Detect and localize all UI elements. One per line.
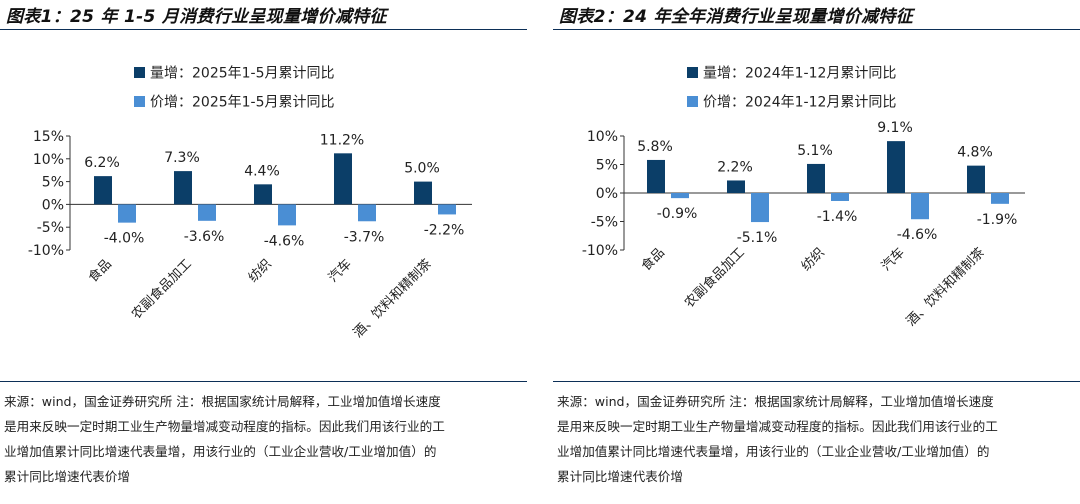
category-label: 汽车 (878, 245, 908, 275)
legend-label: 价增：2025年1-5月累计同比 (150, 95, 335, 111)
data-label: 4.4% (244, 163, 280, 179)
data-label: 4.8% (957, 145, 993, 161)
data-label: 5.1% (797, 143, 833, 159)
bar-price (831, 193, 849, 201)
data-label: -0.9% (657, 206, 698, 222)
source-line: 是用来反映一定时期工业生产物量增减变动程度的指标。因此我们用该行业的工 (4, 419, 445, 434)
bar-qty (414, 181, 432, 205)
category-label: 食品 (85, 256, 115, 286)
bar-price (198, 204, 216, 221)
bar-qty (254, 184, 272, 205)
category-label: 纺织 (246, 257, 275, 286)
chart-title: 图表2：24 年全年消费行业呈现量增价减特征 (559, 7, 914, 27)
y-tick-label: -10% (582, 243, 618, 259)
data-label: 9.1% (877, 120, 913, 136)
legend-swatch (687, 67, 698, 78)
bar-qty (174, 171, 192, 205)
chart-title: 图表1：25 年 1-5 月消费行业呈现量增价减特征 (6, 7, 387, 27)
bar-price (118, 204, 136, 223)
category-label: 食品 (638, 245, 668, 275)
source-line: 来源：wind，国金证券研究所 注：根据国家统计局解释，工业增加值增长速度 (4, 394, 441, 409)
legend-label: 价增：2024年1-12月累计同比 (703, 95, 896, 111)
source-line: 是用来反映一定时期工业生产物量增减变动程度的指标。因此我们用该行业的工 (557, 419, 998, 434)
bar-price (751, 193, 769, 223)
title-divider (553, 29, 1080, 30)
legend-swatch (134, 96, 145, 107)
data-label: -4.6% (897, 227, 938, 243)
legend-label: 量增：2024年1-12月累计同比 (703, 66, 896, 82)
source-line: 来源：wind，国金证券研究所 注：根据国家统计局解释，工业增加值增长速度 (557, 394, 994, 409)
data-label: -3.6% (184, 229, 225, 245)
y-tick-label: 10% (33, 152, 64, 168)
category-label: 酒、饮料和精制茶 (350, 256, 435, 341)
data-label: 5.8% (637, 139, 673, 155)
category-label: 汽车 (325, 256, 355, 286)
data-label: -2.2% (424, 222, 465, 238)
data-label: -4.6% (264, 233, 305, 249)
category-label: 纺织 (799, 245, 828, 274)
bar-price (911, 193, 929, 220)
data-label: -1.9% (977, 212, 1018, 228)
bar-qty (647, 159, 665, 193)
chart-panel-1: 图表1：25 年 1-5 月消费行业呈现量增价减特征 量增：2025年1-5月累… (0, 0, 527, 504)
bar-price (358, 204, 376, 222)
chart-panel-2: 图表2：24 年全年消费行业呈现量增价减特征 量增：2024年1-12月累计同比… (553, 0, 1080, 504)
y-tick-label: 15% (33, 129, 64, 145)
legend-swatch (134, 67, 145, 78)
source-line: 业增加值累计同比增速代表量增，用该行业的（工业企业营收/工业增加值）的 (4, 444, 437, 459)
source-note: 来源：wind，国金证券研究所 注：根据国家统计局解释，工业增加值增长速度 是用… (557, 389, 1077, 489)
y-tick-label: -5% (591, 215, 618, 231)
source-line: 累计同比增速代表价增 (557, 469, 683, 484)
data-label: -5.1% (737, 230, 778, 246)
bar-qty (807, 163, 825, 193)
y-tick-label: 5% (596, 158, 618, 174)
bar-price (671, 193, 689, 199)
bar-qty (334, 153, 352, 205)
bar-price (278, 204, 296, 226)
y-tick-label: 5% (42, 175, 64, 191)
source-line: 业增加值累计同比增速代表量增，用该行业的（工业企业营收/工业增加值）的 (557, 444, 990, 459)
data-label: 11.2% (320, 132, 364, 148)
data-label: 2.2% (717, 159, 753, 175)
legend-label: 量增：2025年1-5月累计同比 (150, 66, 335, 82)
y-tick-label: 0% (596, 186, 618, 202)
source-note: 来源：wind，国金证券研究所 注：根据国家统计局解释，工业增加值增长速度 是用… (4, 389, 524, 489)
data-label: -4.0% (104, 231, 145, 247)
y-tick-label: -10% (28, 243, 64, 259)
y-tick-label: 10% (587, 129, 618, 145)
bar-price (438, 204, 456, 215)
category-label: 农副食品加工 (128, 256, 194, 322)
data-label: 5.0% (404, 161, 440, 177)
data-label: 6.2% (84, 155, 120, 171)
bar-price (991, 193, 1009, 204)
category-label: 农副食品加工 (681, 245, 747, 311)
legend-swatch (687, 96, 698, 107)
data-label: 7.3% (164, 150, 200, 166)
source-line: 累计同比增速代表价增 (4, 469, 130, 484)
data-label: -3.7% (344, 229, 385, 245)
bar-qty (967, 165, 985, 193)
source-divider (553, 381, 1080, 382)
data-label: -1.4% (817, 209, 858, 225)
category-label: 酒、饮料和精制茶 (903, 245, 988, 330)
bar-qty (887, 141, 905, 193)
bar-qty (727, 180, 745, 193)
title-divider (0, 29, 527, 30)
y-tick-label: 0% (42, 197, 64, 213)
bar-qty (94, 176, 112, 205)
source-divider (0, 381, 527, 382)
y-tick-label: -5% (37, 220, 64, 236)
